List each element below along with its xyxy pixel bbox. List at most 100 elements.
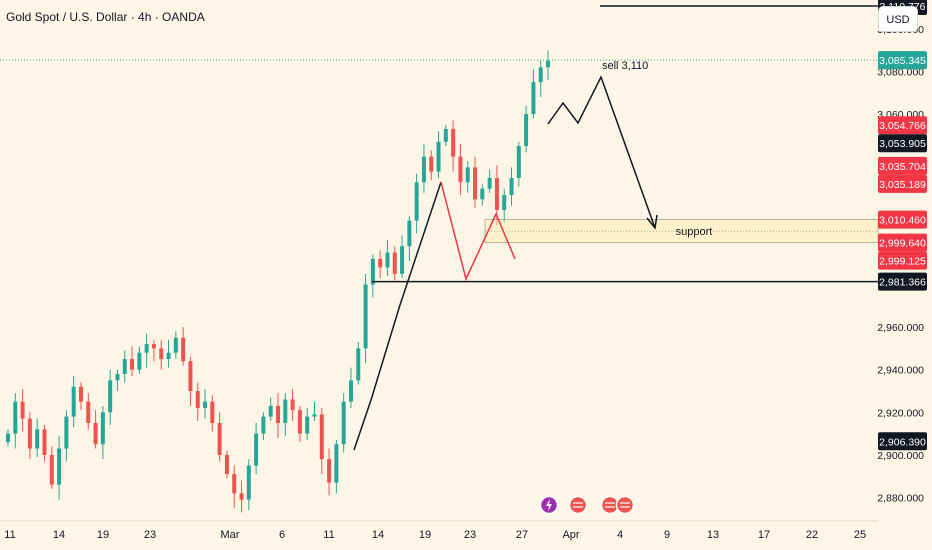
price-tag xyxy=(878,432,927,451)
lightning-glyph xyxy=(546,499,552,511)
x-tick-label: 23 xyxy=(464,529,476,541)
price-tag-label: 3,053.905 xyxy=(879,138,926,150)
x-tick-label: 19 xyxy=(419,529,431,541)
x-tick-label: Apr xyxy=(562,529,579,541)
candle-body xyxy=(509,178,514,196)
candle-body xyxy=(115,373,120,381)
currency-button[interactable]: USD xyxy=(878,6,918,32)
candle-body xyxy=(173,337,178,353)
symbol-title[interactable]: Gold Spot / U.S. Dollar · 4h · OANDA xyxy=(6,10,205,24)
price-tag-label: 2,906.390 xyxy=(879,436,926,448)
x-tick-label: 14 xyxy=(53,529,65,541)
candle-body xyxy=(86,401,91,423)
y-tick-label: 2,960.000 xyxy=(877,322,924,334)
candle-body xyxy=(378,258,383,268)
projection-path xyxy=(547,75,656,229)
candle-body xyxy=(312,414,317,417)
candlestick-series xyxy=(6,50,550,513)
x-tick-label: 27 xyxy=(516,529,528,541)
candle-body xyxy=(276,405,280,423)
candle-body xyxy=(443,129,448,142)
candle-body xyxy=(400,246,405,274)
x-tick-label: 19 xyxy=(97,529,109,541)
price-tag xyxy=(878,272,927,291)
candle-body xyxy=(268,405,273,417)
price-tag xyxy=(878,251,927,270)
x-tick-label: 17 xyxy=(758,529,770,541)
candle-body xyxy=(290,399,295,411)
x-tick-label: Mar xyxy=(221,529,240,541)
candle-body xyxy=(261,416,266,434)
x-tick-label: 13 xyxy=(707,529,719,541)
price-tag xyxy=(878,233,927,252)
price-tag-label: 2,981.366 xyxy=(879,277,926,289)
candle-body xyxy=(283,399,288,423)
candle-body xyxy=(78,386,83,402)
price-tag xyxy=(878,51,927,70)
candle-body xyxy=(327,459,332,483)
x-tick-label: 23 xyxy=(144,529,156,541)
candle-body xyxy=(232,474,237,494)
us-flag-event-icon xyxy=(615,495,635,515)
candle-body xyxy=(524,114,529,147)
price-tag-label: 3,035.704 xyxy=(879,161,926,173)
candle-body xyxy=(531,82,536,115)
candle-body xyxy=(429,156,434,172)
candle-body xyxy=(93,422,98,445)
price-tag-label: 2,999.640 xyxy=(879,238,926,250)
candle-body xyxy=(480,188,485,200)
candle-body xyxy=(35,429,40,449)
x-tick-label: 25 xyxy=(854,529,866,541)
candle-body xyxy=(203,401,208,409)
support-label: support xyxy=(676,226,713,238)
candle-body xyxy=(516,146,521,178)
x-tick-label: 4 xyxy=(617,529,623,541)
candle-body xyxy=(254,433,259,466)
candle-body xyxy=(151,344,156,349)
drawing-layer: support sell 3,110 xyxy=(0,5,879,451)
candle-body xyxy=(356,348,361,381)
candle-body xyxy=(538,67,543,83)
candle-body xyxy=(246,465,251,500)
candle-body xyxy=(64,416,69,449)
candle-body xyxy=(458,156,463,183)
price-axis[interactable]: 2,880.000 2,900.000 2,920.000 2,940.000 2,96… xyxy=(877,0,927,505)
candle-body xyxy=(465,167,470,183)
event-markers xyxy=(539,495,635,515)
sell-annotation: sell 3,110 xyxy=(602,60,648,72)
projection-arrowhead xyxy=(646,214,658,230)
candle-body xyxy=(13,401,18,434)
price-tag-label: 3,010.460 xyxy=(879,215,926,227)
candle-body xyxy=(181,337,186,362)
price-tag-label: 2,999.125 xyxy=(879,256,926,268)
x-tick-label: 6 xyxy=(279,529,285,541)
candle-body xyxy=(334,444,339,483)
candle-body xyxy=(144,344,149,353)
y-tick-label: 2,920.000 xyxy=(877,407,924,419)
y-tick-label: 2,900.000 xyxy=(877,450,924,462)
candle-body xyxy=(370,258,375,285)
time-axis[interactable]: 11 14 19 23 Mar 6 11 14 19 23 27 Apr 4 9 13 17 22 25 xyxy=(0,520,878,541)
candle-body xyxy=(414,182,419,221)
price-tag xyxy=(878,134,927,153)
candle-body xyxy=(421,156,426,183)
candle-body xyxy=(100,412,105,445)
candle-body xyxy=(341,401,346,445)
candle-body xyxy=(392,252,397,274)
candle-body xyxy=(195,391,200,409)
candle-body xyxy=(348,380,353,402)
y-tick-label: 2,940.000 xyxy=(877,365,924,377)
candle-body xyxy=(166,352,171,360)
candle-body xyxy=(159,348,164,360)
candle-body xyxy=(451,129,456,157)
price-tag-label: 3,085.345 xyxy=(879,55,926,67)
candle-body xyxy=(49,454,54,485)
y-tick-label: 2,880.000 xyxy=(877,493,924,505)
candle-body xyxy=(188,361,193,391)
candle-body xyxy=(297,410,302,434)
price-tag-label: 3,054.766 xyxy=(879,120,926,132)
price-tag-label: 3,035.189 xyxy=(879,179,926,191)
candle-body xyxy=(122,359,127,374)
candle-body xyxy=(239,493,244,500)
